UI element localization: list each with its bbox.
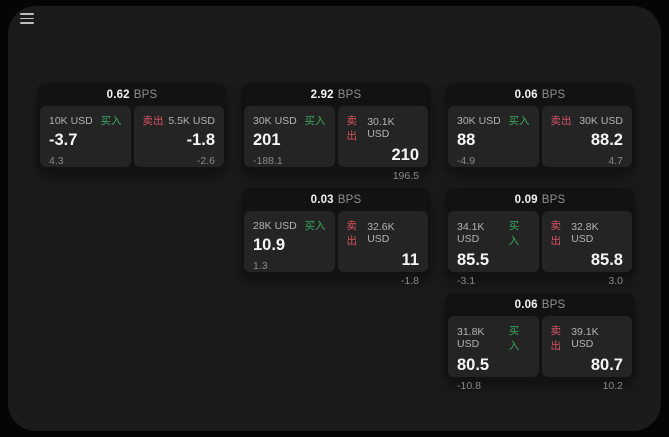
bps-unit: BPS xyxy=(337,194,362,206)
buy-label: 买入 xyxy=(304,220,326,232)
bps-value: 0.06 xyxy=(514,299,538,311)
bps-header: 0.03 BPS xyxy=(241,188,431,211)
quote-card: 0.62 BPS 10K USD 买入 -3.7 4.3 卖出 5.5K USD … xyxy=(37,83,227,173)
sell-amount: 32.6K USD xyxy=(367,221,395,245)
bps-value: 0.03 xyxy=(310,194,334,206)
bps-unit: BPS xyxy=(337,89,362,101)
quote-card: 0.09 BPS 34.1K USD 买入 85.5 -3.1 卖出 32.8K … xyxy=(445,188,635,287)
sell-label: 卖出 xyxy=(550,220,562,247)
quote-card: 2.92 BPS 30K USD 买入 201 -188.1 卖出 30.1K U… xyxy=(241,83,431,182)
buy-price: 80.5 xyxy=(457,356,490,374)
bps-unit: BPS xyxy=(541,299,566,311)
bps-header: 2.92 BPS xyxy=(241,83,431,106)
quote-card: 0.03 BPS 28K USD 买入 10.9 1.3 卖出 32.6K USD… xyxy=(241,188,431,287)
buy-amount: 10K USD xyxy=(49,114,93,127)
buy-amount: 28K USD xyxy=(253,219,297,232)
buy-label: 买入 xyxy=(508,220,520,247)
buy-pane[interactable]: 31.8K USD 买入 80.5 -10.8 xyxy=(448,316,539,392)
bps-header: 0.09 BPS xyxy=(445,188,635,211)
quote-card: 0.06 BPS 31.8K USD 买入 80.5 -10.8 卖出 39.1K… xyxy=(445,293,635,392)
sell-amount: 32.8K USD xyxy=(571,221,599,245)
sell-sub-value: 10.2 xyxy=(602,380,623,393)
sell-label: 卖出 xyxy=(550,325,562,352)
buy-price: -3.7 xyxy=(49,131,78,149)
sell-price: 88.2 xyxy=(590,131,623,149)
sell-pane[interactable]: 卖出 5.5K USD -1.8 -2.6 xyxy=(133,106,224,168)
bps-value: 0.62 xyxy=(106,89,130,101)
buy-sub-value: 1.3 xyxy=(253,260,268,273)
bps-unit: BPS xyxy=(541,194,566,206)
buy-sub-value: 4.3 xyxy=(49,155,64,168)
sell-sub-value: 196.5 xyxy=(392,170,419,183)
bps-unit: BPS xyxy=(133,89,158,101)
buy-amount: 30K USD xyxy=(457,114,501,127)
buy-amount: 30K USD xyxy=(253,114,297,127)
sell-label: 卖出 xyxy=(346,220,358,247)
buy-sub-value: -4.9 xyxy=(457,155,476,168)
buy-price: 85.5 xyxy=(457,251,490,269)
sell-sub-value: 3.0 xyxy=(608,275,623,288)
sell-sub-value: 4.7 xyxy=(608,155,623,168)
hamburger-menu-icon[interactable] xyxy=(20,13,34,24)
buy-label: 买入 xyxy=(100,115,122,127)
quote-card: 0.06 BPS 30K USD 买入 88 -4.9 卖出 30K USD 88… xyxy=(445,83,635,173)
sell-sub-value: -2.6 xyxy=(196,155,215,168)
bps-header: 0.62 BPS xyxy=(37,83,227,106)
buy-sub-value: -188.1 xyxy=(253,155,283,168)
sell-amount: 39.1K USD xyxy=(571,326,599,350)
buy-price: 88 xyxy=(457,131,476,149)
bps-value: 0.09 xyxy=(514,194,538,206)
sell-pane[interactable]: 卖出 39.1K USD 80.7 10.2 xyxy=(541,316,632,392)
bps-value: 2.92 xyxy=(310,89,334,101)
bps-unit: BPS xyxy=(541,89,566,101)
buy-label: 买入 xyxy=(508,115,530,127)
sell-pane[interactable]: 卖出 32.6K USD 11 -1.8 xyxy=(337,211,428,287)
buy-pane[interactable]: 30K USD 买入 201 -188.1 xyxy=(244,106,335,167)
sell-price: 80.7 xyxy=(590,356,623,374)
sell-price: -1.8 xyxy=(186,131,215,149)
bps-header: 0.06 BPS xyxy=(445,293,635,316)
bps-value: 0.06 xyxy=(514,89,538,101)
sell-amount: 30.1K USD xyxy=(367,116,395,140)
buy-pane[interactable]: 10K USD 买入 -3.7 4.3 xyxy=(40,106,131,167)
sell-pane[interactable]: 卖出 30.1K USD 210 196.5 xyxy=(337,106,428,182)
buy-pane[interactable]: 28K USD 买入 10.9 1.3 xyxy=(244,211,335,272)
sell-price: 11 xyxy=(401,251,419,269)
buy-amount: 31.8K USD xyxy=(457,326,485,350)
buy-label: 买入 xyxy=(508,325,520,352)
sell-price: 210 xyxy=(391,146,419,164)
sell-sub-value: -1.8 xyxy=(400,275,419,288)
sell-label: 卖出 xyxy=(346,115,358,142)
sell-amount: 5.5K USD xyxy=(168,114,215,127)
buy-label: 买入 xyxy=(304,115,326,127)
buy-sub-value: -10.8 xyxy=(457,380,481,393)
buy-pane[interactable]: 34.1K USD 买入 85.5 -3.1 xyxy=(448,211,539,287)
sell-pane[interactable]: 卖出 32.8K USD 85.8 3.0 xyxy=(541,211,632,287)
sell-amount: 30K USD xyxy=(579,114,623,127)
buy-pane[interactable]: 30K USD 买入 88 -4.9 xyxy=(448,106,539,167)
bps-header: 0.06 BPS xyxy=(445,83,635,106)
sell-price: 85.8 xyxy=(590,251,623,269)
sell-label: 卖出 xyxy=(550,115,572,127)
buy-price: 201 xyxy=(253,131,281,149)
buy-price: 10.9 xyxy=(253,236,286,254)
buy-sub-value: -3.1 xyxy=(457,275,476,288)
sell-pane[interactable]: 卖出 30K USD 88.2 4.7 xyxy=(541,106,632,168)
buy-amount: 34.1K USD xyxy=(457,221,485,245)
sell-label: 卖出 xyxy=(142,115,164,127)
